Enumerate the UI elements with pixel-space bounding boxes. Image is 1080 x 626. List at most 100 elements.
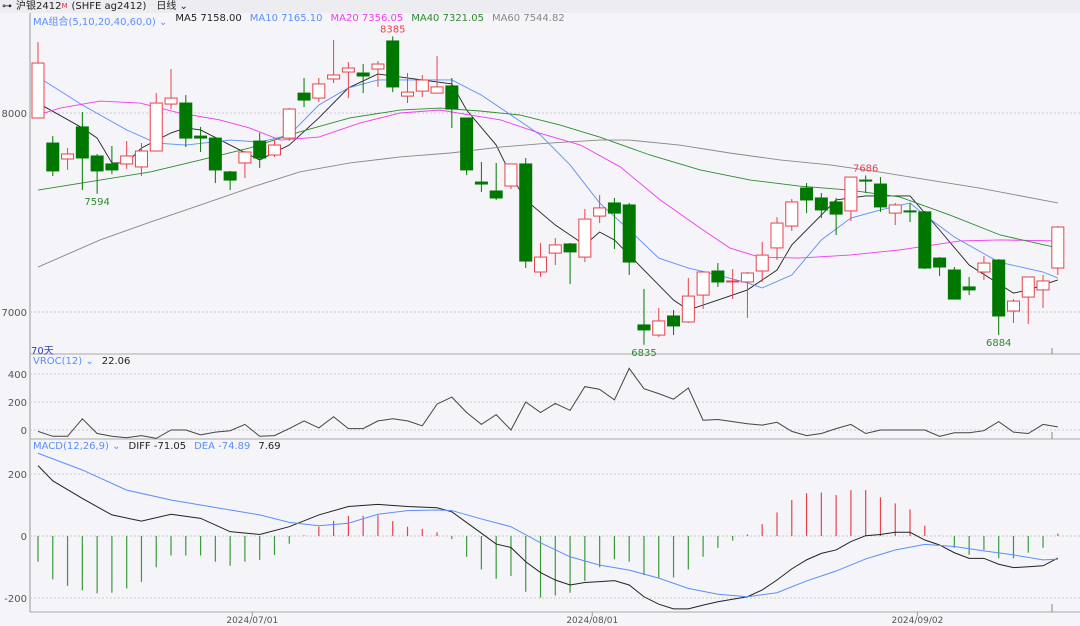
candle-up (726, 280, 740, 283)
ma-line-ma60 (37, 139, 1058, 268)
candle-down (179, 102, 193, 139)
candle-up (238, 151, 252, 164)
candle-down (918, 211, 932, 269)
date-label: 2024/09/02 (891, 616, 943, 626)
candle-up (164, 97, 178, 105)
candle-up (327, 74, 341, 80)
candle-up (770, 222, 784, 249)
candle-down (637, 324, 651, 331)
chevron-down-icon: ⌄ (112, 441, 121, 452)
candle-down (297, 92, 311, 101)
price-tick-label: 8000 (2, 109, 27, 120)
candle-down (667, 315, 681, 327)
ma-legend: MA组合(5,10,20,40,60,0) ⌄ MA5 7158.00 MA10 … (33, 13, 565, 28)
candle-down (962, 286, 976, 291)
ma-legend-item: MA60 7544.82 (491, 13, 565, 24)
macd-hist-value: 7.69 (258, 441, 281, 452)
symbol-code: (SHFE ag2412) (71, 1, 147, 12)
candle-up (593, 207, 607, 217)
candle-up (401, 91, 414, 97)
candle-up (696, 271, 710, 296)
candle-up (61, 153, 75, 160)
macd-selector-label: MACD(12,26,9) (33, 441, 109, 452)
vroc-selector-label: VROC(12) (33, 356, 83, 367)
vroc-value: 22.06 (101, 356, 131, 367)
candle-down (947, 269, 961, 300)
macd-dea-value: DEA -74.89 (194, 441, 251, 452)
candle-down (445, 85, 459, 110)
candle-up (371, 63, 385, 70)
price-extreme-label: 6884 (986, 338, 1011, 349)
candle-down (563, 243, 577, 253)
chevron-down-icon: ⌄ (158, 17, 168, 28)
vroc-legend: VROC(12) ⌄ 22.06 (33, 356, 130, 367)
symbol-name: 沪银2412M (16, 1, 68, 12)
vroc-line (37, 367, 1058, 439)
candle-down (519, 163, 533, 262)
candle-down (859, 179, 873, 182)
macd-diff-value: DIFF -71.05 (128, 441, 187, 452)
candle-up (534, 256, 548, 273)
macd-tick-label: -200 (4, 594, 27, 605)
candle-up (785, 201, 799, 227)
date-label: 2024/07/01 (226, 616, 278, 626)
candle-up (1021, 276, 1035, 298)
date-label: 2024/08/01 (566, 616, 618, 626)
candle-down (489, 190, 503, 199)
macd-selector[interactable]: MACD(12,26,9) ⌄ (33, 441, 121, 452)
candle-down (75, 126, 89, 159)
dea-line (37, 452, 1058, 598)
candle-down (711, 270, 725, 283)
price-tick-label: 7000 (2, 308, 27, 319)
candle-up (149, 102, 163, 152)
vroc-selector[interactable]: VROC(12) ⌄ (33, 356, 94, 367)
candle-up (1036, 280, 1050, 291)
candle-up (267, 144, 281, 156)
candle-up (430, 86, 444, 94)
candle-up (755, 254, 769, 272)
candle-up (578, 218, 592, 258)
macd-tick-label: 0 (21, 532, 27, 543)
candle-up (844, 176, 858, 212)
candle-up (1051, 226, 1065, 269)
diff-line (37, 465, 1059, 610)
vroc-tick-label: 400 (8, 370, 27, 381)
candle-down (873, 183, 887, 208)
ma-legend-item: MA20 7356.05 (330, 13, 404, 24)
price-extreme-label: 7686 (853, 163, 878, 174)
ma-legend-item: MA40 7321.05 (411, 13, 484, 24)
candle-up (31, 62, 45, 119)
ma-selector-label: MA组合(5,10,20,40,60,0) (33, 17, 156, 28)
price-extreme-label: 6835 (631, 348, 656, 359)
period-label: 日线 (156, 1, 177, 12)
candle-down (208, 137, 222, 171)
candle-up (504, 163, 518, 187)
ma-line-ma20 (37, 100, 1058, 259)
candle-up (652, 320, 666, 336)
candle-up (341, 67, 355, 73)
candle-down (903, 210, 917, 213)
candle-down (622, 204, 636, 263)
price-extreme-label: 8385 (380, 24, 405, 35)
candle-down (814, 197, 828, 211)
candle-up (415, 79, 429, 92)
candle-down (800, 187, 814, 201)
candle-up (312, 83, 326, 99)
link-icon[interactable]: ⊶ (2, 1, 12, 12)
candle-up (740, 272, 754, 283)
period-selector[interactable]: 日线 ⌄ (156, 0, 188, 13)
candle-down (829, 201, 843, 215)
candle-up (1006, 300, 1020, 312)
ma-legend-item: MA10 7165.10 (249, 13, 323, 24)
candle-up (134, 150, 148, 168)
title-bar: ⊶ 沪银2412M (SHFE ag2412) 日线 ⌄ (0, 0, 1080, 13)
candle-down (460, 117, 474, 171)
candle-down (105, 163, 119, 171)
chevron-down-icon: ⌄ (179, 1, 188, 12)
candle-down (933, 257, 947, 268)
candle-up (282, 108, 296, 139)
vroc-tick-label: 0 (21, 426, 27, 437)
ma-selector[interactable]: MA组合(5,10,20,40,60,0) ⌄ (33, 13, 167, 28)
ma-legend-item: MA5 7158.00 (175, 13, 242, 24)
